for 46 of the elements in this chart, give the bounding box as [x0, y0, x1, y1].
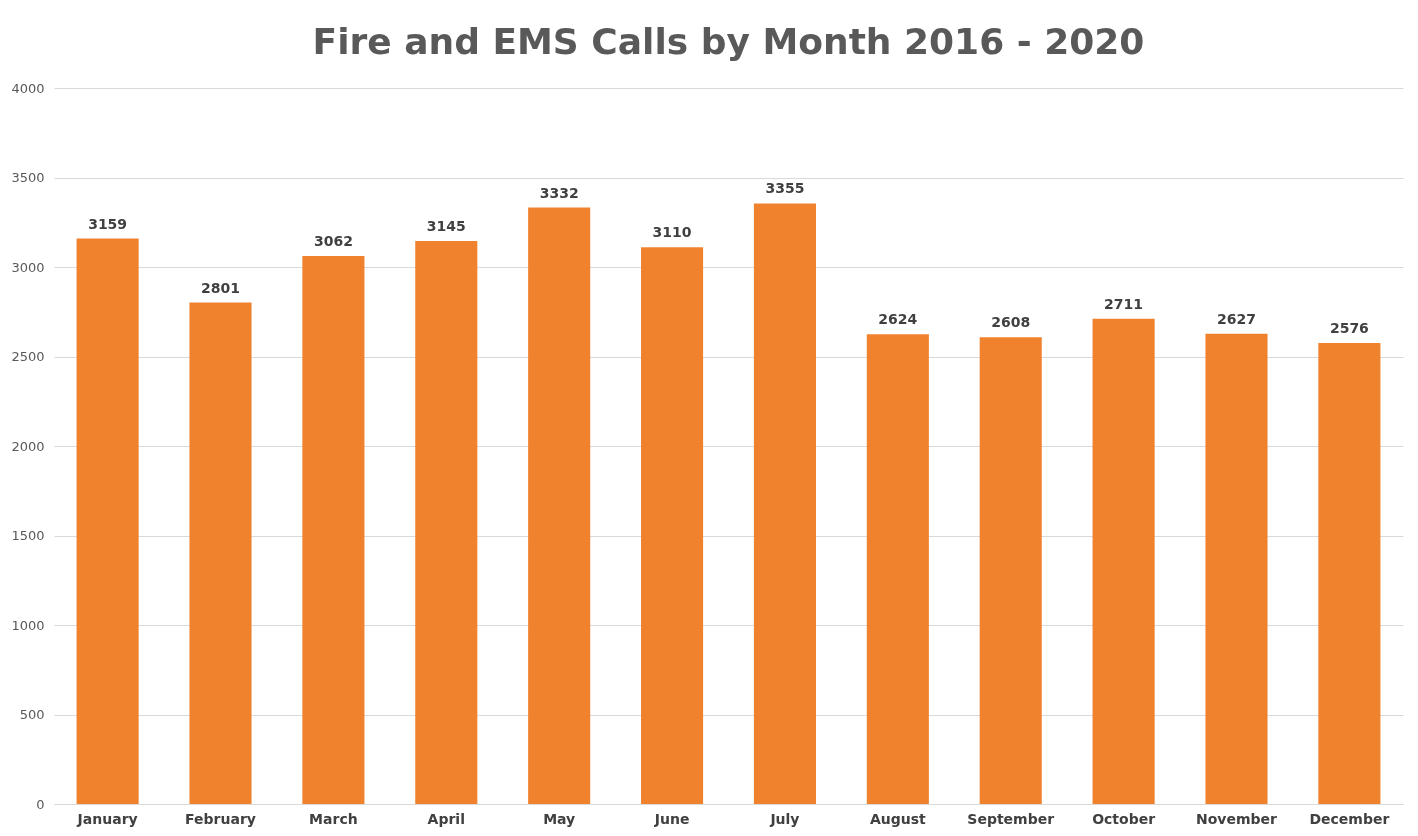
- data-label: 3159: [88, 215, 128, 232]
- chart-title: Fire and EMS Calls by Month 2016 - 2020: [312, 21, 1145, 62]
- data-label: 2576: [1329, 319, 1369, 336]
- data-label: 2801: [201, 279, 240, 296]
- bar: [189, 302, 252, 804]
- bar: [528, 207, 591, 804]
- bar: [415, 241, 478, 804]
- x-tick-label: November: [1196, 810, 1278, 827]
- x-tick-label: August: [869, 810, 927, 827]
- bar: [1205, 333, 1268, 804]
- x-tick-label: March: [309, 810, 358, 827]
- y-tick-label: 1000: [11, 617, 45, 633]
- bar: [866, 334, 929, 804]
- data-label: 3110: [652, 224, 692, 241]
- y-tick-label: 3500: [11, 170, 45, 185]
- data-label: 3355: [765, 180, 805, 197]
- x-tick-label: December: [1309, 810, 1390, 827]
- y-tick-label: 500: [19, 707, 45, 722]
- y-tick-label: 4000: [11, 80, 45, 96]
- bar: [76, 238, 139, 804]
- data-label: 3332: [539, 184, 579, 201]
- y-tick-label: 0: [36, 796, 45, 812]
- y-tick-label: 3000: [11, 259, 45, 275]
- y-tick-label: 1500: [11, 528, 45, 543]
- data-label: 3062: [313, 232, 353, 249]
- bar: [1318, 342, 1381, 804]
- bar: [1092, 318, 1155, 804]
- bar: [641, 247, 704, 804]
- y-tick-label: 2500: [11, 349, 45, 364]
- x-tick-label: January: [76, 810, 138, 827]
- bar: [302, 255, 365, 804]
- y-tick-label: 2000: [11, 438, 45, 454]
- x-tick-label: April: [427, 810, 465, 827]
- data-label: 3145: [426, 218, 466, 235]
- x-tick-label: June: [653, 810, 690, 827]
- x-tick-label: February: [185, 810, 256, 827]
- data-label: 2627: [1217, 310, 1256, 327]
- x-tick-label: July: [769, 810, 800, 827]
- data-label: 2711: [1104, 295, 1144, 312]
- x-tick-label: May: [543, 810, 576, 827]
- x-tick-label: October: [1092, 810, 1156, 827]
- data-label: 2608: [991, 314, 1031, 331]
- data-label: 2624: [878, 311, 918, 328]
- bar: [979, 337, 1042, 804]
- bar: [753, 203, 816, 804]
- x-tick-label: September: [967, 810, 1055, 827]
